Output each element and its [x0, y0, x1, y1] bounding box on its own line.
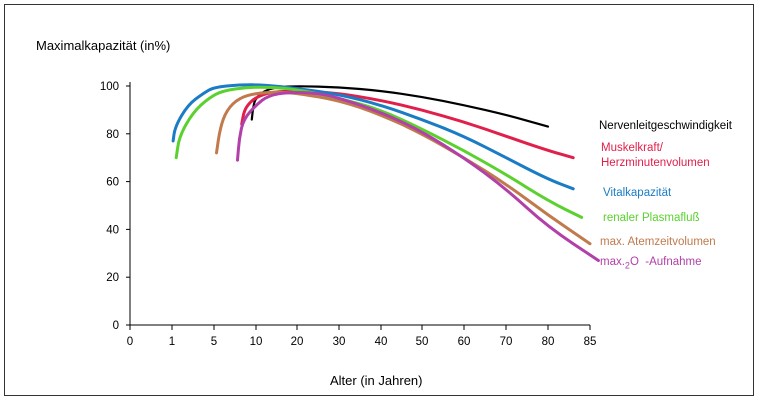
legend-o2-suffix: -Aufnahme [645, 256, 702, 268]
x-tick-label: 70 [500, 336, 513, 348]
x-tick-label: 40 [375, 336, 388, 348]
legend-renaler-plasmafluss: renaler Plasmafluß [603, 212, 700, 224]
y-tick-label: 60 [106, 177, 119, 189]
legend-herzminutenvolumen: Herzminutenvolumen [601, 157, 710, 169]
x-tick-label: 50 [416, 336, 429, 348]
legend-muskelkraft: Muskelkraft/ [601, 142, 663, 154]
y-axis-label: Maximalkapazität (in%) [36, 38, 171, 53]
y-tick-label: 20 [106, 272, 119, 284]
y-tick-label: 100 [100, 81, 119, 93]
legend-nervenleitgeschwindigkeit: Nervenleitgeschwindigkeit [599, 120, 732, 132]
x-tick-label: 1 [169, 336, 175, 348]
x-tick-label: 5 [211, 336, 217, 348]
legend-o2-subscript: 2 [624, 260, 630, 271]
x-tick-label: 0 [127, 336, 133, 348]
legend-o2-aufnahme: max.2O -Aufnahme [600, 256, 702, 270]
x-tick-label: 85 [584, 336, 597, 348]
series-line-nervenleitgeschwindigkeit [250, 85, 550, 128]
x-tick-label: 60 [458, 336, 471, 348]
y-tick-label: 80 [106, 129, 119, 141]
x-tick-label: 10 [250, 336, 263, 348]
x-tick-label: 20 [291, 336, 304, 348]
y-tick-label: 0 [113, 320, 119, 332]
y-tick-label: 40 [106, 224, 119, 236]
series-line-max-atemzeitvolumen [215, 90, 592, 246]
series-line-max-o-aufnahme [236, 90, 600, 262]
legend-o2-letter: O [629, 256, 639, 268]
legend-o2-prefix: max. [600, 256, 625, 268]
x-tick-label: 80 [542, 336, 555, 348]
legend-vitalkapazitaet: Vitalkapazität [603, 187, 672, 199]
chart-frame [4, 4, 754, 396]
series-line-renaler-plasmaflu [174, 85, 584, 219]
legend-atemzeitvolumen: max. Atemzeitvolumen [600, 236, 716, 248]
x-axis-label: Alter (in Jahren) [330, 373, 423, 388]
x-tick-label: 30 [333, 336, 346, 348]
